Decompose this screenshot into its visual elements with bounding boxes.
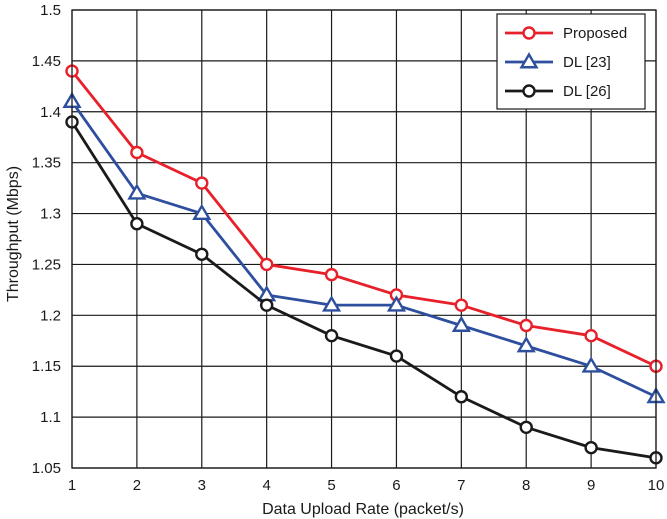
data-point	[519, 318, 533, 333]
x-tick-label: 7	[457, 477, 465, 494]
data-point	[519, 420, 533, 434]
x-tick-label: 6	[392, 477, 400, 494]
data-point	[195, 176, 209, 190]
plot-frame	[71, 9, 657, 469]
y-axis-label: Throughput (Mbps)	[5, 166, 22, 302]
legend-marker	[519, 52, 539, 69]
data-point	[130, 145, 144, 160]
y-tick-label: 1.05	[32, 460, 61, 477]
legend-marker	[522, 26, 536, 40]
series-1	[62, 91, 666, 404]
x-tick-label: 9	[587, 477, 595, 494]
data-point	[516, 335, 536, 353]
legend-entry: DL [26]	[505, 83, 611, 100]
series-line	[70, 121, 657, 460]
series-2	[65, 115, 663, 465]
y-tick-label: 1.4	[40, 104, 61, 121]
series-layer	[62, 64, 666, 465]
y-tick-label: 1.3	[40, 206, 61, 223]
data-point	[195, 247, 209, 261]
x-tick-labels: 1 2 3 4 5 6 7 8 9 10	[68, 477, 665, 494]
legend-label: DL [23]	[563, 54, 611, 71]
y-tick-labels: 1.05 1.1 1.15 1.2 1.25 1.3 1.35 1.4 1.45 1.5	[32, 2, 61, 477]
y-tick-label: 1.45	[32, 53, 61, 70]
legend-label: DL [26]	[563, 83, 611, 100]
y-tick-label: 1.1	[40, 409, 61, 426]
data-point	[581, 356, 601, 373]
y-tick-label: 1.15	[32, 358, 61, 375]
data-point	[584, 440, 598, 455]
data-point	[389, 349, 404, 363]
data-point	[324, 328, 339, 343]
data-point	[454, 298, 469, 312]
data-point	[584, 328, 598, 343]
x-tick-label: 5	[327, 477, 335, 494]
legend-marker	[522, 84, 536, 98]
x-tick-label: 3	[198, 477, 206, 494]
data-point	[130, 217, 144, 231]
data-point	[259, 257, 274, 272]
legend: Proposed DL [23] DL [26]	[496, 13, 646, 110]
data-point	[386, 295, 407, 312]
data-point	[454, 390, 469, 404]
x-tick-label: 2	[133, 477, 141, 494]
legend-label: Proposed	[563, 25, 627, 42]
legend-entry: Proposed	[505, 25, 627, 42]
series-line	[70, 70, 657, 368]
y-tick-label: 1.5	[40, 2, 61, 19]
y-tick-label: 1.2	[40, 307, 61, 324]
x-axis-label: Data Upload Rate (packet/s)	[262, 501, 464, 518]
data-point	[259, 298, 274, 312]
legend-entry: DL [23]	[505, 52, 611, 71]
data-point	[324, 267, 339, 282]
x-tick-label: 10	[648, 477, 665, 494]
series-line	[70, 100, 657, 399]
data-point	[451, 315, 471, 332]
data-point	[192, 203, 212, 221]
x-tick-label: 8	[522, 477, 530, 494]
y-tick-label: 1.35	[32, 155, 61, 172]
x-tick-label: 1	[68, 477, 76, 494]
x-tick-label: 4	[262, 477, 270, 494]
data-point	[321, 295, 342, 312]
data-point	[127, 183, 147, 200]
y-tick-label: 1.25	[32, 256, 61, 273]
